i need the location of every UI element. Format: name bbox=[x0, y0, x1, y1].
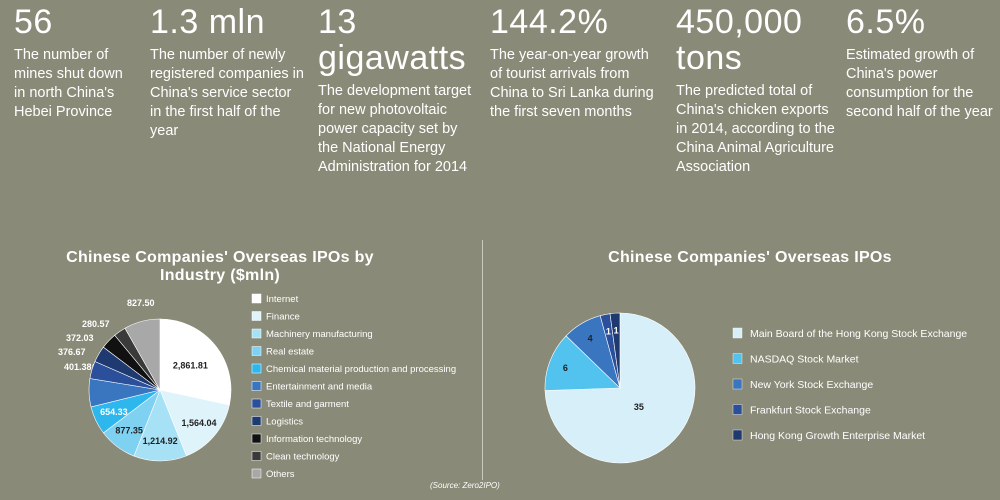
chart-divider bbox=[482, 240, 483, 480]
pie1-value-label: 1,214.92 bbox=[143, 436, 178, 446]
pie2-slice bbox=[544, 335, 621, 391]
pie2-value-label: 6 bbox=[563, 363, 568, 373]
legend1-entry: Machinery manufacturing bbox=[266, 329, 373, 340]
pie1-value-label: 2,861.81 bbox=[173, 360, 208, 370]
legend1-swatch bbox=[251, 433, 262, 444]
stat-chicken-exports: 450,000 tons The predicted total of Chin… bbox=[676, 4, 836, 177]
chart2-legend: Main Board of the Hong Kong Stock Exchan… bbox=[732, 327, 967, 442]
stat-description: The number of newly registered companies… bbox=[150, 47, 304, 139]
stat-value: 56 bbox=[14, 3, 53, 41]
pie1-value-label: 280.57 bbox=[82, 319, 110, 329]
stat-photovoltaic: 13 gigawatts The development target for … bbox=[318, 4, 473, 177]
pie1-slice bbox=[159, 318, 232, 406]
legend1-entry: Real estate bbox=[266, 347, 314, 358]
pie2-value-label: 1 bbox=[606, 327, 611, 337]
stat-description: The predicted total of China's chicken e… bbox=[676, 83, 835, 175]
legend1-entry: Others bbox=[266, 469, 295, 480]
pie2-value-label: 1 bbox=[614, 326, 619, 336]
legend1-entry: Finance bbox=[266, 312, 300, 323]
stat-tourist-growth: 144.2% The year-on-year growth of touris… bbox=[490, 4, 662, 122]
legend1-swatch bbox=[251, 293, 262, 304]
chart1-title: Chinese Companies' Overseas IPOs by Indu… bbox=[66, 249, 374, 284]
legend2-entry: Hong Kong Growth Enterprise Market bbox=[750, 430, 925, 442]
legend1-entry: Logistics bbox=[266, 417, 303, 428]
legend1-swatch bbox=[251, 346, 262, 356]
legend2-swatch bbox=[732, 378, 743, 390]
stat-power-consumption: 6.5% Estimated growth of China's power c… bbox=[846, 4, 994, 122]
pie2-slice bbox=[544, 312, 696, 464]
chart1-legend: Internet Finance Machinery manufacturing Re… bbox=[251, 293, 456, 480]
pie1-value-label: 654.33 bbox=[100, 407, 128, 417]
stat-companies: 1.3 mln The number of newly registered c… bbox=[150, 4, 305, 141]
legend1-swatch bbox=[251, 363, 262, 374]
legend1-swatch bbox=[251, 381, 262, 391]
legend2-entry: NASDAQ Stock Market bbox=[750, 354, 859, 366]
pie1-value-label: 827.50 bbox=[127, 298, 155, 308]
stat-description: The number of mines shut down in north C… bbox=[14, 47, 123, 120]
legend2-entry: Frankfurt Stock Exchange bbox=[750, 405, 871, 417]
legend2-entry: Main Board of the Hong Kong Stock Exchan… bbox=[750, 328, 967, 340]
stat-value: 450,000 tons bbox=[676, 3, 803, 77]
stat-value: 144.2% bbox=[490, 3, 609, 41]
pie1-value-label: 877.35 bbox=[115, 426, 143, 436]
pie1-value-label: 372.03 bbox=[66, 333, 94, 343]
chart1-pie: 2,861.811,564.041,214.92877.35654.33646.… bbox=[58, 298, 232, 462]
legend1-entry: Clean technology bbox=[266, 452, 340, 463]
legend2-swatch bbox=[732, 404, 743, 415]
legend1-swatch bbox=[251, 311, 262, 321]
legend2-swatch bbox=[732, 353, 743, 364]
legend1-swatch bbox=[251, 416, 262, 426]
pie2-value-label: 4 bbox=[588, 334, 593, 344]
pie1-value-label: 376.67 bbox=[58, 347, 86, 357]
stat-description: The year-on-year growth of tourist arriv… bbox=[490, 47, 654, 120]
legend1-swatch bbox=[251, 398, 262, 409]
legend1-swatch bbox=[251, 468, 262, 479]
pie2-slice bbox=[609, 312, 621, 389]
stat-description: Estimated growth of China's power consum… bbox=[846, 47, 993, 120]
legend1-entry: Textile and garment bbox=[266, 399, 349, 410]
pie2-value-label: 35 bbox=[634, 402, 644, 412]
legend1-entry: Internet bbox=[266, 294, 299, 305]
legend1-swatch bbox=[251, 328, 262, 339]
stat-mines: 56 The number of mines shut down in nort… bbox=[14, 4, 129, 122]
pie1-slice bbox=[124, 318, 161, 392]
chart2-title: Chinese Companies' Overseas IPOs bbox=[608, 249, 892, 266]
legend1-entry: Entertainment and media bbox=[266, 382, 373, 393]
legend2-swatch bbox=[732, 429, 743, 441]
legend2-swatch bbox=[732, 327, 743, 339]
source-note: (Source: Zero2IPO) bbox=[430, 481, 500, 490]
pie1-slice bbox=[159, 389, 230, 457]
legend1-entry: Chemical material production and process… bbox=[266, 364, 456, 375]
legend1-swatch bbox=[251, 451, 262, 461]
stat-value: 1.3 mln bbox=[150, 3, 265, 41]
pie1-value-label: 1,564.04 bbox=[182, 418, 217, 428]
stat-value: 13 gigawatts bbox=[318, 3, 467, 77]
stat-description: The development target for new photovolt… bbox=[318, 83, 472, 175]
legend1-entry: Information technology bbox=[266, 434, 362, 445]
stat-value: 6.5% bbox=[846, 3, 926, 41]
pie1-value-label: 401.38 bbox=[64, 362, 92, 372]
legend2-entry: New York Stock Exchange bbox=[750, 379, 873, 391]
chart2-pie: 35 6 4 1 1 bbox=[544, 312, 696, 464]
